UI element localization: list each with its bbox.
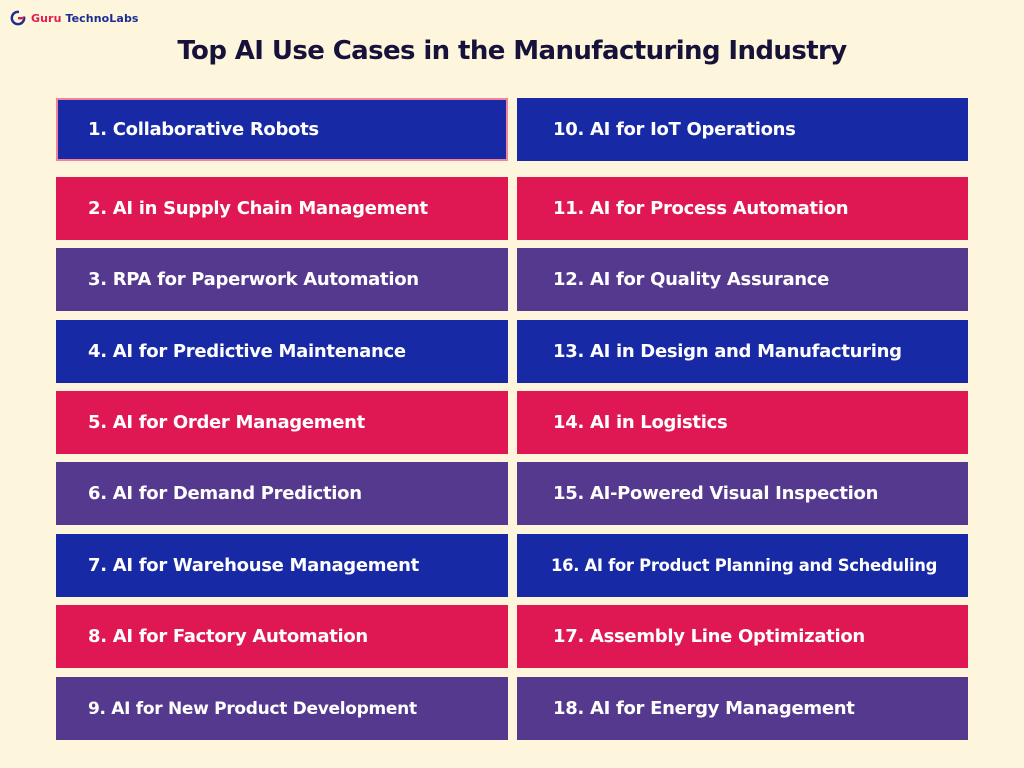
use-case-card-1: 1. Collaborative Robots xyxy=(56,98,508,161)
guru-logo-icon xyxy=(10,10,26,26)
use-case-card-8: 8. AI for Factory Automation xyxy=(56,605,508,668)
use-case-card-4: 4. AI for Predictive Maintenance xyxy=(56,320,508,383)
use-case-card-11: 11. AI for Process Automation xyxy=(517,177,968,240)
page-title: Top AI Use Cases in the Manufacturing In… xyxy=(177,36,847,66)
use-case-card-15: 15. AI-Powered Visual Inspection xyxy=(517,462,968,525)
use-case-card-13: 13. AI in Design and Manufacturing xyxy=(517,320,968,383)
use-case-card-6: 6. AI for Demand Prediction xyxy=(56,462,508,525)
use-case-card-14: 14. AI in Logistics xyxy=(517,391,968,454)
use-case-card-16: 16. AI for Product Planning and Scheduli… xyxy=(517,534,968,597)
use-case-card-10: 10. AI for IoT Operations xyxy=(517,98,968,161)
brand-name-part1: Guru xyxy=(31,11,62,25)
use-case-card-5: 5. AI for Order Management xyxy=(56,391,508,454)
brand-name-part2: TechnoLabs xyxy=(65,11,139,25)
brand-logo: Guru TechnoLabs xyxy=(10,9,139,27)
use-case-card-2: 2. AI in Supply Chain Management xyxy=(56,177,508,240)
use-case-card-17: 17. Assembly Line Optimization xyxy=(517,605,968,668)
use-case-card-12: 12. AI for Quality Assurance xyxy=(517,248,968,311)
use-case-card-9: 9. AI for New Product Development xyxy=(56,677,508,740)
use-case-card-3: 3. RPA for Paperwork Automation xyxy=(56,248,508,311)
use-case-card-18: 18. AI for Energy Management xyxy=(517,677,968,740)
brand-name: Guru TechnoLabs xyxy=(31,12,139,25)
use-case-card-7: 7. AI for Warehouse Management xyxy=(56,534,508,597)
